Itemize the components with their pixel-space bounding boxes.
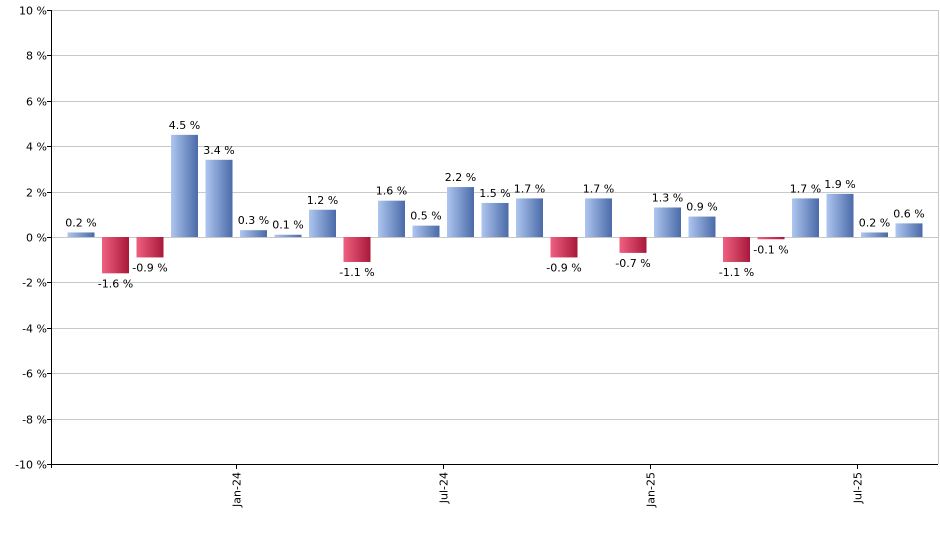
y-tick-label: 4 % [26, 141, 47, 154]
bar [861, 232, 888, 237]
bar [757, 237, 785, 240]
x-tick-label: Jul-24 [438, 472, 451, 504]
bar [171, 134, 198, 237]
data-label: 1.7 % [583, 182, 614, 195]
y-tick-label: -6 % [22, 368, 47, 381]
x-tick-label: Jan-24 [231, 472, 244, 508]
data-label: 0.3 % [238, 214, 269, 227]
data-label: 1.6 % [376, 185, 407, 198]
data-label: 1.5 % [479, 187, 510, 200]
data-label: 1.7 % [790, 182, 821, 195]
data-label: 1.9 % [824, 178, 855, 191]
bar [205, 159, 233, 237]
y-tick-label: 0 % [26, 232, 47, 245]
y-tick-label: -10 % [15, 459, 47, 472]
bar [792, 198, 819, 237]
data-label: -0.9 % [132, 261, 167, 274]
bars [67, 134, 923, 274]
bar [378, 200, 405, 237]
bar [412, 225, 440, 237]
bar [447, 187, 474, 237]
bar [240, 230, 267, 237]
data-label: 3.4 % [203, 144, 234, 157]
bar [516, 198, 543, 237]
bar [585, 198, 612, 237]
x-tick-label: Jul-25 [852, 472, 865, 504]
data-label: -1.1 % [719, 266, 754, 279]
data-label: -1.6 % [98, 277, 133, 290]
data-label: 2.2 % [445, 171, 476, 184]
data-label: 0.6 % [893, 207, 924, 220]
bar [274, 234, 302, 237]
gridlines [51, 10, 939, 465]
bar [654, 207, 681, 237]
y-tick-label: -8 % [22, 414, 47, 427]
data-label: 1.2 % [307, 194, 338, 207]
y-tick-label: 2 % [26, 187, 47, 200]
bar [481, 202, 509, 237]
axes [47, 10, 938, 469]
data-label: 0.2 % [65, 216, 96, 229]
bar [67, 232, 95, 237]
data-label: 1.7 % [514, 182, 545, 195]
x-tick-label: Jan-25 [645, 472, 658, 508]
data-label: -1.1 % [339, 266, 374, 279]
y-tick-label: -4 % [22, 323, 47, 336]
data-label: 0.5 % [410, 210, 441, 223]
bar [688, 216, 716, 237]
bar [309, 209, 336, 237]
y-tick-label: -2 % [22, 277, 47, 290]
data-label: 0.2 % [859, 216, 890, 229]
y-tick-label: 10 % [19, 5, 47, 18]
bar [343, 237, 371, 262]
bar [136, 237, 164, 258]
data-label: -0.1 % [753, 243, 788, 256]
data-label: -0.9 % [546, 261, 581, 274]
bar [826, 193, 854, 237]
data-label: 1.3 % [652, 191, 683, 204]
bar [723, 237, 750, 262]
data-label: 0.9 % [686, 201, 717, 214]
data-label: 4.5 % [169, 119, 200, 132]
bar [550, 237, 578, 258]
bar [895, 223, 923, 237]
labels: 10 % 8 % 6 % 4 % 2 % 0 % -2 % -4 % -6 % -8 % -10 %… [15, 5, 925, 508]
data-label: 0.1 % [272, 219, 303, 232]
data-label: -0.7 % [615, 257, 650, 270]
bar [102, 237, 129, 274]
y-tick-label: 8 % [26, 50, 47, 63]
bar [619, 237, 647, 253]
y-tick-label: 6 % [26, 96, 47, 109]
